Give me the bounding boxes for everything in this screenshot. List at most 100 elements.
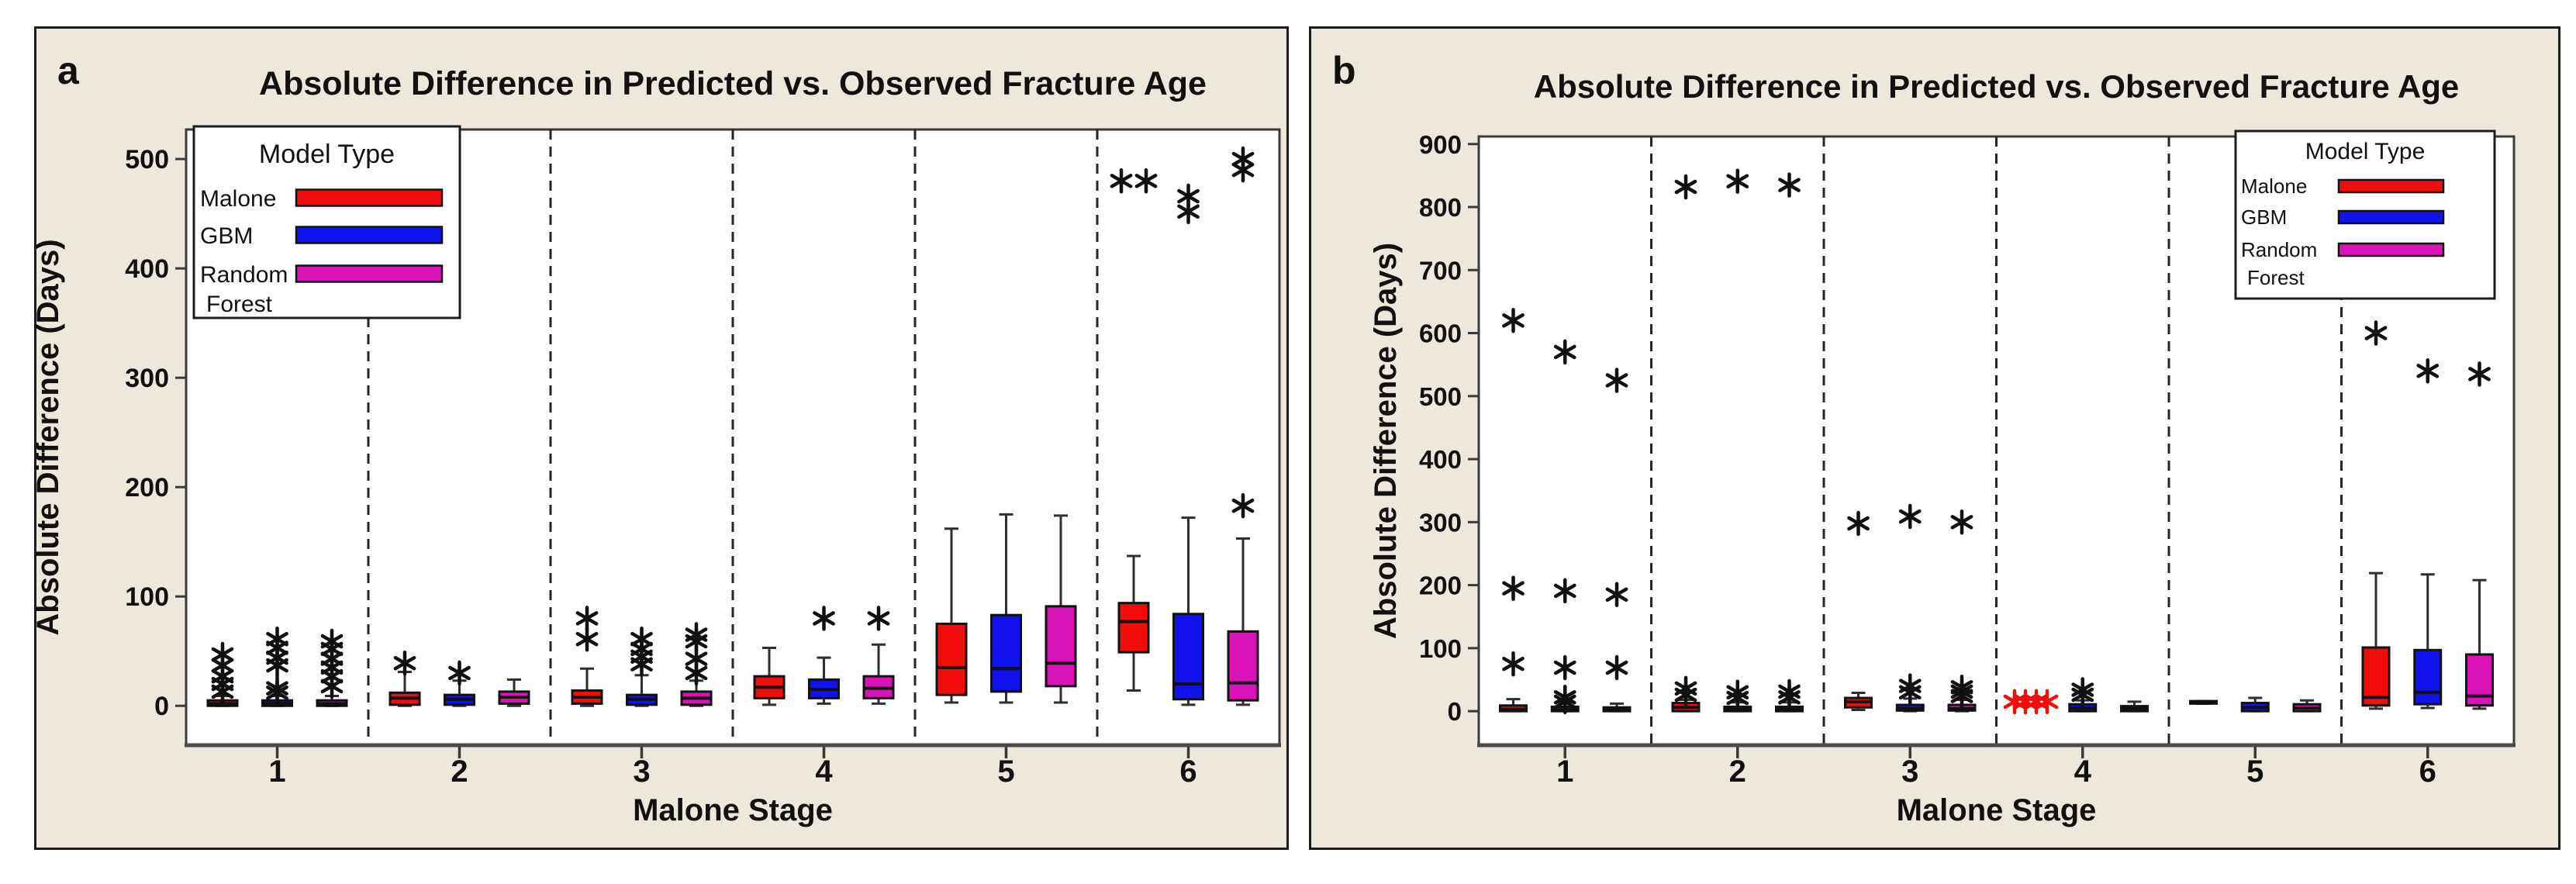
x-axis-label: Malone Stage — [633, 793, 833, 827]
outlier-asterisk — [1553, 578, 1576, 604]
outlier-asterisk — [1553, 339, 1576, 365]
boxplot-stage3-random-forest — [1947, 509, 1977, 713]
legend: Model Type Malone GBM Random Forest — [2234, 129, 2496, 300]
outlier-asterisk — [1605, 654, 1628, 681]
boxplot-stage2-random-forest — [1775, 172, 1804, 713]
x-tick-label: 4 — [2074, 755, 2092, 789]
x-tick-label: 3 — [633, 755, 650, 789]
boxplot-stage5-gbm — [2240, 696, 2270, 713]
outlier-asterisk — [1726, 679, 1749, 705]
boxplot-stage5-malone — [935, 527, 968, 704]
outlier-asterisk — [1502, 651, 1525, 677]
y-tick-label: 900 — [1419, 130, 1462, 159]
y-tick-label: 500 — [125, 145, 169, 174]
outlier-asterisk — [1177, 183, 1200, 209]
y-tick-label: 700 — [1419, 256, 1462, 285]
outlier-asterisk — [813, 606, 835, 631]
outlier-asterisk — [1674, 174, 1697, 200]
panel-b: b Absolute Difference in Predicted vs. Ob… — [1309, 26, 2560, 850]
boxplot-stage1-random-forest — [1602, 368, 1632, 713]
boxplot-stage2-gbm — [1723, 168, 1752, 713]
legend-title: Model Type — [2305, 139, 2426, 164]
outlier-asterisk — [2036, 689, 2059, 715]
y-tick-label: 400 — [125, 254, 169, 284]
boxplot-stage2-random-forest — [498, 678, 530, 707]
outlier-asterisk — [266, 675, 288, 701]
boxplot-stage6-random-forest — [2465, 361, 2494, 710]
x-tick-label: 5 — [2246, 755, 2263, 789]
legend-title: Model Type — [259, 140, 395, 169]
boxplot-stage5-random-forest — [2292, 699, 2322, 713]
outlier-asterisk — [1898, 503, 1922, 530]
boxplot-stage1-malone — [206, 641, 239, 707]
boxplot-stage6-malone — [2361, 320, 2391, 710]
legend-color-swatch — [2337, 209, 2445, 225]
legend-entry-label-line2: Forest — [206, 292, 273, 317]
x-tick-label: 1 — [1556, 755, 1573, 789]
outlier-asterisk — [1553, 684, 1576, 710]
y-tick-label: 100 — [125, 582, 169, 612]
outlier-asterisk — [1231, 146, 1255, 172]
x-tick-label: 2 — [451, 755, 468, 789]
outlier-asterisk — [1847, 510, 1870, 537]
y-tick-label: 300 — [125, 364, 169, 393]
outlier-asterisk — [393, 650, 416, 676]
legend-entry-label: Malone — [200, 186, 276, 212]
legend-color-swatch — [2337, 178, 2445, 194]
boxplot-stage4-malone — [2003, 689, 2059, 715]
boxplot-stage3-gbm — [626, 626, 658, 707]
legend-color-swatch — [295, 226, 444, 244]
legend-entry-label: GBM — [200, 223, 253, 249]
boxplot-stage1-malone — [1499, 308, 1528, 713]
outlier-asterisk — [630, 626, 653, 652]
boxplot-stage2-malone — [1671, 174, 1701, 713]
y-axis-label: Absolute Difference (Days) — [1369, 243, 1403, 639]
legend: Model Type Malone GBM Random Forest — [192, 125, 461, 319]
boxplot-stage6-gbm — [2413, 358, 2443, 710]
outlier-asterisk — [685, 622, 708, 647]
legend-color-swatch — [2337, 242, 2445, 257]
panel-b-chart: b Absolute Difference in Predicted vs. Ob… — [1309, 26, 2560, 850]
x-tick-label: 4 — [815, 755, 833, 789]
boxplot-stage5-gbm — [990, 513, 1022, 704]
outlier-asterisk — [2071, 677, 2094, 703]
legend-entry-label: GBM — [2241, 205, 2287, 229]
panel-letter-label: b — [1332, 49, 1356, 92]
outlier-asterisk — [1605, 368, 1628, 393]
y-tick-label: 400 — [1419, 445, 1462, 474]
x-tick-label: 6 — [2419, 755, 2436, 789]
outlier-asterisk — [448, 660, 471, 686]
outlier-asterisk — [575, 606, 599, 631]
y-tick-label: 600 — [1419, 319, 1462, 348]
boxplot-stage4-gbm — [808, 606, 840, 705]
y-axis-label: Absolute Difference (Days) — [34, 239, 65, 635]
outlier-asterisk — [1231, 492, 1255, 519]
outlier-asterisk — [266, 626, 288, 652]
boxplot-stage4-gbm — [2068, 677, 2098, 713]
legend-box — [192, 125, 461, 319]
boxplot-stage1-gbm — [1550, 339, 1580, 715]
y-tick-label: 800 — [1419, 193, 1462, 222]
outlier-asterisk — [1726, 168, 1749, 194]
boxplot-stage3-malone — [571, 606, 603, 707]
outlier-asterisk — [1553, 654, 1576, 681]
outlier-asterisk — [1898, 673, 1922, 699]
boxplot-stage2-gbm — [444, 660, 475, 707]
panel-a-chart: a Absolute Difference in Predicted vs. Ob… — [34, 26, 1289, 850]
boxplot-stage4-random-forest — [862, 606, 895, 705]
boxplot-stage1-random-forest — [316, 628, 348, 707]
boxplot-stage4-random-forest — [2120, 700, 2149, 713]
outlier-asterisk — [1950, 509, 1973, 535]
chart-title: Absolute Difference in Predicted vs. Obs… — [1534, 68, 2459, 105]
boxplot-stage3-random-forest — [680, 622, 713, 707]
legend-entry-label: Random — [2241, 238, 2317, 261]
legend-color-swatch — [295, 188, 444, 207]
boxplot-stage6-gbm — [1172, 183, 1204, 706]
legend-color-swatch — [295, 264, 444, 283]
outlier-asterisk — [2364, 320, 2388, 346]
legend-entry-label: Malone — [2241, 174, 2307, 198]
boxplot-stage3-malone — [1844, 510, 1873, 711]
y-tick-label: 200 — [125, 473, 169, 502]
x-tick-label: 6 — [1179, 755, 1196, 789]
